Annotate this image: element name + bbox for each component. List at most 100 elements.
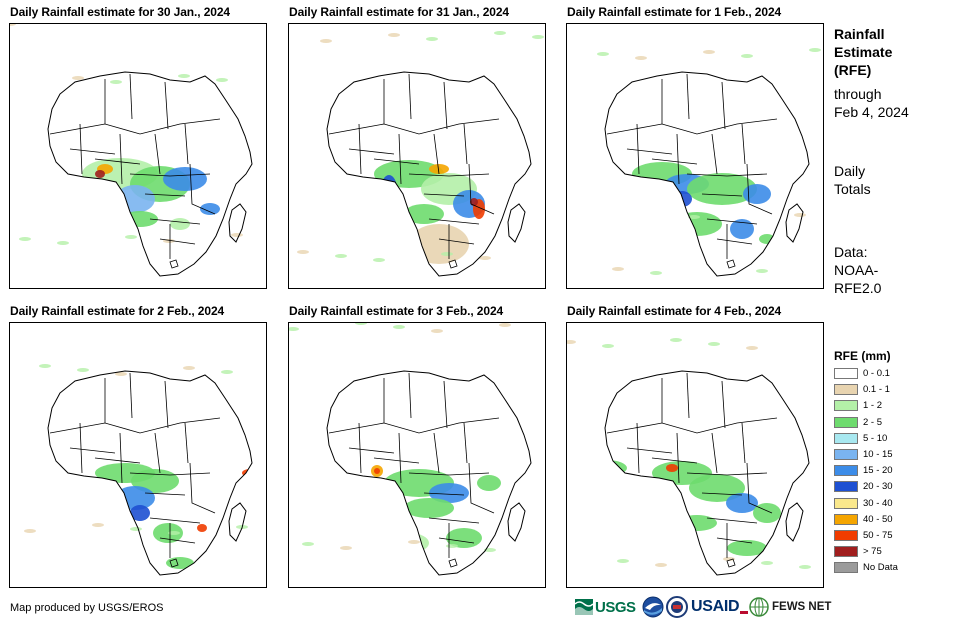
rainfall-overlay (48, 158, 220, 230)
legend-label: 2 - 5 (863, 416, 883, 428)
country-border (373, 457, 420, 464)
legend-label: 15 - 20 (863, 465, 893, 477)
country-border (721, 380, 726, 429)
country-border (706, 218, 758, 225)
side-data-source: Data: NOAA- RFE2.0 (834, 243, 881, 297)
coastline (326, 71, 532, 277)
rainfall-map-1 (9, 23, 267, 289)
country-border (676, 432, 680, 484)
side-title-line1: Rainfall (834, 26, 885, 42)
country-border (94, 457, 141, 464)
side-data-label: Data: (834, 244, 868, 260)
ocean-rain-speckle (24, 364, 248, 535)
noaa-bird-icon (642, 596, 664, 618)
country-border (119, 432, 123, 484)
country-border (328, 118, 500, 135)
madagascar-outline (228, 502, 247, 542)
side-daily-totals: Daily Totals (834, 162, 871, 198)
side-totals: Totals (834, 181, 871, 197)
country-border (438, 537, 475, 544)
coastline (326, 370, 532, 576)
country-border (428, 218, 480, 225)
country-border (716, 537, 753, 544)
country-border (636, 123, 640, 175)
legend-swatch (834, 546, 858, 558)
map-credit: Map produced by USGS/EROS (10, 602, 164, 614)
rainfall-map-4 (9, 322, 267, 588)
country-border (149, 517, 201, 524)
country-border (159, 537, 196, 544)
africa-map-5 (289, 323, 532, 576)
coastline (47, 370, 253, 576)
country-border (606, 417, 778, 434)
coastline (47, 71, 253, 277)
country-border (636, 422, 640, 474)
ocean-rain-speckle (597, 48, 821, 275)
country-border (686, 173, 768, 177)
fews-globe-icon (749, 597, 769, 617)
side-daily: Daily (834, 163, 866, 179)
ocean-rain-speckle (297, 31, 544, 262)
country-border (463, 123, 468, 165)
rainfall-map-3 (566, 23, 824, 289)
country-border (468, 163, 495, 215)
country-border (408, 372, 412, 419)
country-border (651, 158, 698, 165)
country-border (189, 163, 216, 215)
country-border (686, 372, 690, 419)
side-data-line1: NOAA- (834, 262, 879, 278)
legend-label: 40 - 50 (863, 513, 893, 525)
fews-logo-text: FEWS NET (772, 601, 832, 613)
legend-swatch (834, 448, 858, 460)
lesotho-outline (726, 259, 736, 269)
country-border (701, 492, 743, 496)
side-date: Feb 4, 2024 (834, 104, 909, 120)
country-border (69, 148, 116, 155)
africa-map-3 (597, 48, 821, 277)
country-border (358, 422, 362, 474)
dhs-seal-icon (666, 596, 688, 618)
legend-label: 20 - 30 (863, 481, 893, 493)
side-through-label: through (834, 86, 882, 102)
panel-title-5: Daily Rainfall estimate for 3 Feb., 2024 (289, 304, 504, 318)
country-border (408, 73, 412, 120)
country-border (119, 133, 123, 185)
country-border (423, 193, 465, 197)
legend-label: 10 - 15 (863, 448, 893, 460)
usaid-logo-text: USAID (691, 598, 740, 615)
panel-title-4: Daily Rainfall estimate for 2 Feb., 2024 (10, 304, 225, 318)
country-border (358, 123, 362, 175)
country-border (746, 462, 773, 514)
lesotho-outline (448, 259, 458, 269)
rainfall-overlay (632, 162, 800, 244)
rainfall-map-2 (288, 23, 546, 289)
country-border (433, 133, 440, 175)
panel-title-2: Daily Rainfall estimate for 31 Jan., 202… (289, 5, 510, 19)
usaid-logo: USAID (691, 595, 749, 619)
lesotho-outline (169, 558, 179, 568)
country-border (423, 492, 465, 496)
panel-title-1: Daily Rainfall estimate for 30 Jan., 202… (10, 5, 231, 19)
country-border (49, 417, 221, 434)
legend-label: 30 - 40 (863, 497, 893, 509)
fews-logo: FEWS NET (749, 595, 831, 619)
country-border (626, 148, 673, 155)
legend-swatch (834, 400, 858, 412)
country-border (129, 372, 133, 419)
side-title: Rainfall Estimate (RFE) (834, 25, 892, 79)
country-border (69, 447, 116, 454)
usgs-wave-icon (575, 599, 593, 615)
country-border (676, 133, 680, 185)
legend-swatch (834, 497, 858, 509)
ocean-rain-speckle (289, 323, 511, 552)
legend-title: RFE (mm) (834, 349, 891, 363)
usgs-logo: USGS (575, 595, 636, 619)
country-border (468, 462, 495, 514)
legend-swatch (834, 562, 858, 574)
country-border (328, 417, 500, 434)
madagascar-outline (785, 502, 804, 542)
country-border (428, 517, 480, 524)
usgs-logo-text: USGS (595, 598, 636, 616)
africa-map-2 (297, 31, 544, 277)
country-border (716, 238, 753, 245)
